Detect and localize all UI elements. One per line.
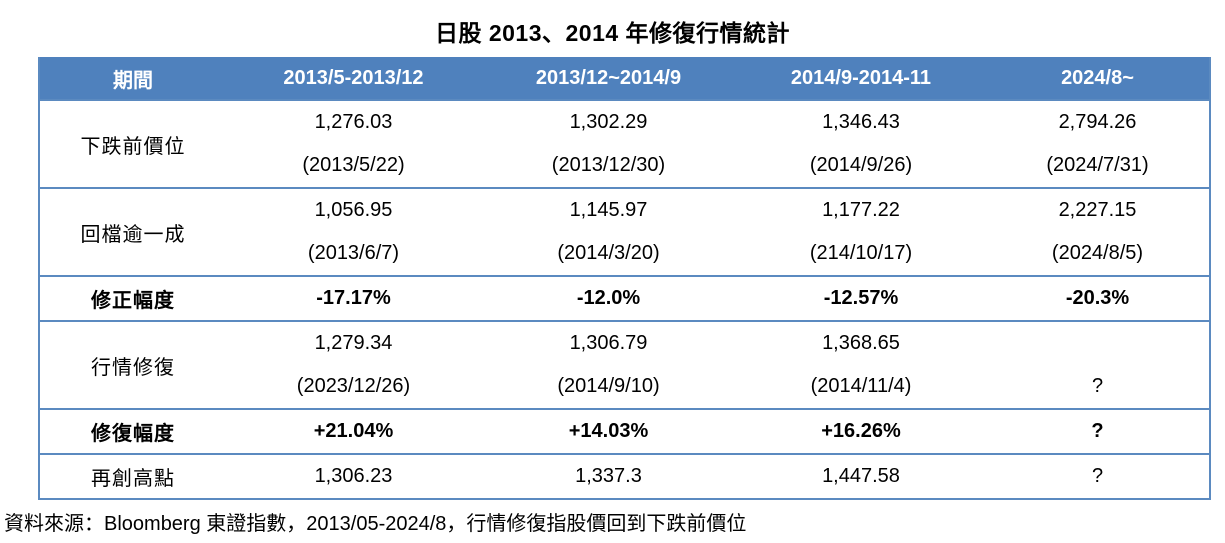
cell-line <box>986 322 1209 365</box>
source-note: 資料來源：Bloomberg 東證指數，2013/05-2024/8，行情修復指… <box>4 513 747 535</box>
row-label: 回檔逾一成 <box>39 187 226 276</box>
cell-line: 1,056.95 <box>314 199 393 221</box>
cell-line: 1,306.79 <box>569 332 648 354</box>
cell-line: 2,794.26 <box>1058 111 1137 133</box>
cell-line: 1,337.3 <box>575 465 642 487</box>
table-cell: 1,346.43 (2014/9/26) <box>736 99 986 188</box>
cell-line: (2014/3/20) <box>557 242 660 264</box>
cell-line: (2024/7/31) <box>1046 154 1149 176</box>
row-label: 行情修復 <box>39 320 226 409</box>
row-label: 修正幅度 <box>39 275 226 321</box>
cell-line: -12.57% <box>823 287 899 309</box>
column-header: 2013/12~2014/9 <box>481 57 736 100</box>
page-title: 日股 2013、2014 年修復行情統計 <box>434 20 791 46</box>
cell-line: ? <box>1091 465 1104 487</box>
table-row: 修復幅度 +21.04% +14.03% +16.26%? <box>39 408 1210 454</box>
table-row: 下跌前價位 1,276.03 (2013/5/22) 1,302.29 (2013/12… <box>39 99 1210 188</box>
row-label: 下跌前價位 <box>39 99 226 188</box>
table-cell: 1,056.95 (2013/6/7) <box>226 187 481 276</box>
cell-line: (2014/11/4) <box>810 375 912 397</box>
cell-line: 1,447.58 <box>822 465 900 487</box>
table-cell: ? <box>986 453 1210 499</box>
cell-line: +14.03% <box>568 420 649 442</box>
table-cell: 1,302.29 (2013/12/30) <box>481 99 736 188</box>
table-cell: +16.26% <box>736 408 986 454</box>
table-cell: 1,145.97 (2014/3/20) <box>481 187 736 276</box>
column-header: 2024/8~ <box>986 57 1210 100</box>
cell-line: ? <box>1091 420 1104 442</box>
table-cell: 1,337.3 <box>481 453 736 499</box>
cell-line: 1,276.03 <box>314 111 393 133</box>
table-cell: -12.57% <box>736 275 986 321</box>
cell-line: 1,302.29 <box>569 111 648 133</box>
cell-line: +21.04% <box>313 420 394 442</box>
cell-line: (2024/8/5) <box>1051 242 1144 264</box>
table-row: 行情修復 1,279.34 (2023/12/26) 1,306.79 (2014/9/… <box>39 320 1210 409</box>
table-cell: 2,794.26 (2024/7/31) <box>986 99 1210 188</box>
table-row: 再創高點 1,306.23 1,337.3 1,447.58? <box>39 453 1210 499</box>
table-row: 回檔逾一成 1,056.95 (2013/6/7) 1,145.97 (2014/3/2… <box>39 187 1210 276</box>
cell-line: (2014/9/10) <box>557 375 660 397</box>
cell-line: (2013/5/22) <box>302 154 405 176</box>
cell-line: +16.26% <box>821 420 901 442</box>
cell-line: 1,145.97 <box>569 199 648 221</box>
table-cell: +21.04% <box>226 408 481 454</box>
table-cell: -17.17% <box>226 275 481 321</box>
column-header: 2013/5-2013/12 <box>226 57 481 100</box>
table-cell: ? <box>986 408 1210 454</box>
cell-line: (2013/6/7) <box>307 242 400 264</box>
period-column-header: 期間 <box>39 57 226 100</box>
cell-line: -12.0% <box>576 287 641 309</box>
table-row: 修正幅度 -17.17% -12.0% -12.57% -20.3% <box>39 275 1210 321</box>
table-cell: -12.0% <box>481 275 736 321</box>
cell-line: 1,306.23 <box>314 465 393 487</box>
table-cell: 1,177.22 (214/10/17) <box>736 187 986 276</box>
cell-line: -17.17% <box>316 287 391 309</box>
table-body: 下跌前價位 1,276.03 (2013/5/22) 1,302.29 (2013/12… <box>39 99 1210 499</box>
cell-line: 1,279.34 <box>314 332 393 354</box>
table-cell: -20.3% <box>986 275 1210 321</box>
cell-line: (214/10/17) <box>809 242 913 264</box>
table-cell: +14.03% <box>481 408 736 454</box>
cell-line: 2,227.15 <box>1058 199 1137 221</box>
row-label: 修復幅度 <box>39 408 226 454</box>
table-cell: 1,279.34 (2023/12/26) <box>226 320 481 409</box>
table-cell: ? <box>986 320 1210 409</box>
table-cell: 1,276.03 (2013/5/22) <box>226 99 481 188</box>
cell-line: (2014/9/26) <box>809 154 913 176</box>
table-header: 期間 2013/5-2013/12 2013/12~2014/9 2014/9-201… <box>39 57 1210 100</box>
cell-line: 1,368.65 <box>822 332 900 354</box>
table-cell: 1,306.23 <box>226 453 481 499</box>
cell-line: ? <box>1091 375 1104 397</box>
cell-line: -20.3% <box>1065 287 1130 309</box>
table-cell: 1,447.58 <box>736 453 986 499</box>
cell-line: (2023/12/26) <box>296 375 411 397</box>
table-cell: 1,368.65 (2014/11/4) <box>736 320 986 409</box>
cell-line: (2013/12/30) <box>551 154 666 176</box>
table-cell: 2,227.15 (2024/8/5) <box>986 187 1210 276</box>
cell-line: 1,177.22 <box>822 199 900 221</box>
header-row: 期間 2013/5-2013/12 2013/12~2014/9 2014/9-201… <box>39 57 1210 100</box>
column-header: 2014/9-2014-11 <box>736 57 986 100</box>
stats-table: 期間 2013/5-2013/12 2013/12~2014/9 2014/9-201… <box>38 57 1211 500</box>
row-label: 再創高點 <box>39 453 226 499</box>
table-cell: 1,306.79 (2014/9/10) <box>481 320 736 409</box>
cell-line: 1,346.43 <box>822 111 900 133</box>
